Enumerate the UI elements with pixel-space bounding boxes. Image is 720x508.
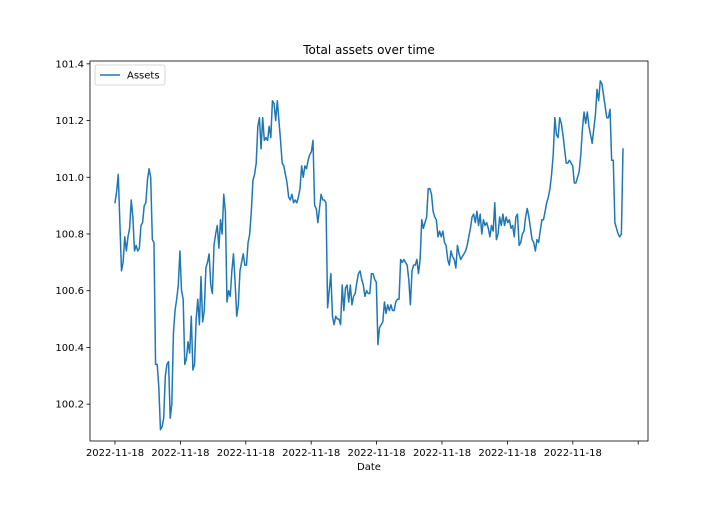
plot-frame <box>89 60 649 442</box>
chart-title: Total assets over time <box>302 43 435 57</box>
y-tick-label: 101.4 <box>55 59 84 70</box>
x-tick-label: 2022-11-18 <box>86 448 144 459</box>
x-axis: 2022-11-18 2022-11-18 2022-11-18 2022-11-18… <box>86 441 639 459</box>
legend-box <box>94 64 166 86</box>
y-tick-label: 100.6 <box>55 286 84 297</box>
y-tick-label: 101.0 <box>55 173 84 184</box>
y-axis: 100.2 100.4 100.6 100.8 101.0 101.2 101.4 <box>55 59 90 411</box>
x-tick-label: 2022-11-18 <box>282 448 340 459</box>
series-line-assets <box>114 80 624 431</box>
x-tick-label: 2022-11-18 <box>348 448 406 459</box>
x-tick-label: 2022-11-18 <box>478 448 536 459</box>
y-tick-label: 100.8 <box>55 229 84 240</box>
legend-label-assets: Assets <box>127 71 160 82</box>
x-tick-label: 2022-11-18 <box>151 448 209 459</box>
plot-background <box>90 61 648 441</box>
plot-area <box>90 61 648 441</box>
series-layer <box>114 80 624 431</box>
x-tick-label: 2022-11-18 <box>544 448 602 459</box>
legend: Assets <box>94 64 166 86</box>
y-tick-label: 101.2 <box>55 116 84 127</box>
y-tick-label: 100.4 <box>55 343 84 354</box>
x-tick-label: 2022-11-18 <box>413 448 471 459</box>
y-tick-label: 100.2 <box>55 400 84 411</box>
x-axis-label: Date <box>357 462 381 473</box>
x-tick-label: 2022-11-18 <box>217 448 275 459</box>
